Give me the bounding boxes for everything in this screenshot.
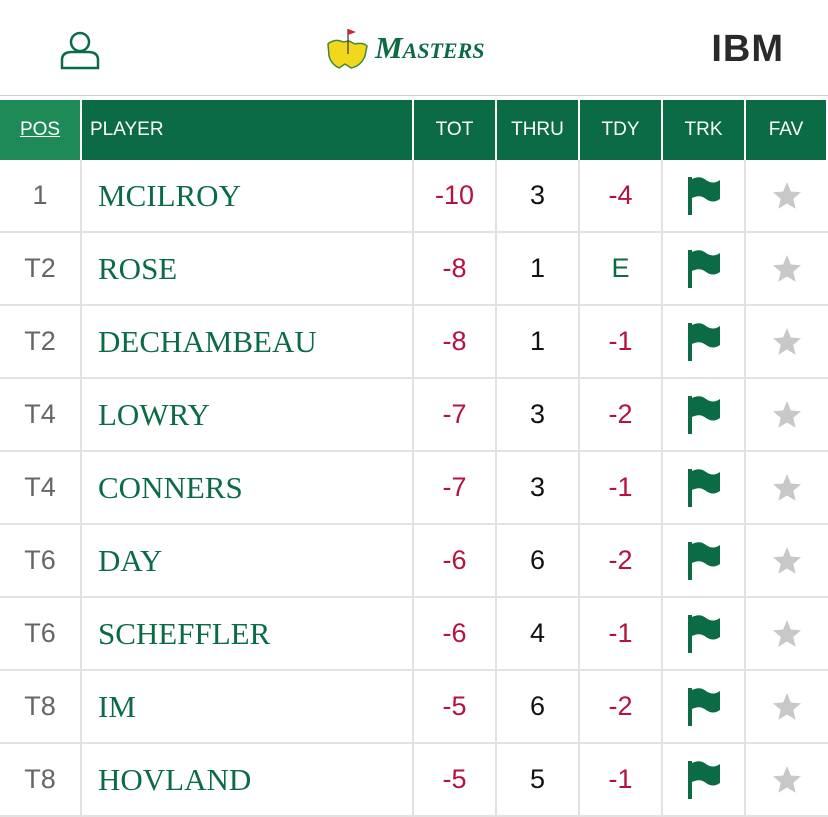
today-score: -2 [580, 525, 663, 598]
track-flag [687, 249, 720, 288]
favorite-button[interactable] [746, 598, 828, 671]
column-header: FAV [746, 100, 828, 160]
position: T6 [0, 598, 82, 671]
track-button[interactable] [663, 452, 746, 525]
fav-star [773, 546, 801, 574]
fav-star [773, 254, 801, 282]
position: T2 [0, 233, 82, 306]
fav-star [773, 400, 801, 428]
track-button[interactable] [663, 306, 746, 379]
favorite-button[interactable] [746, 452, 828, 525]
position: T6 [0, 525, 82, 598]
total-score: -5 [414, 744, 497, 817]
total-score: -6 [414, 598, 497, 671]
player-name[interactable]: CONNERS [82, 452, 414, 525]
favorite-button[interactable] [746, 306, 828, 379]
fav-star [773, 765, 801, 793]
player-name[interactable]: ROSE [82, 233, 414, 306]
total-score: -10 [414, 160, 497, 233]
sponsor-logo: IBM [711, 28, 784, 71]
player-name[interactable]: DAY [82, 525, 414, 598]
track-button[interactable] [663, 233, 746, 306]
track-flag [687, 760, 720, 799]
track-button[interactable] [663, 598, 746, 671]
player-name[interactable]: IM [82, 671, 414, 744]
today-score: -1 [580, 452, 663, 525]
track-button[interactable] [663, 744, 746, 817]
favorite-button[interactable] [746, 671, 828, 744]
fav-star [773, 619, 801, 647]
today-score: -1 [580, 744, 663, 817]
thru: 3 [497, 452, 580, 525]
track-button[interactable] [663, 160, 746, 233]
masters-logo: Masters [325, 26, 485, 70]
player-name[interactable]: MCILROY [82, 160, 414, 233]
favorite-button[interactable] [746, 744, 828, 817]
position: T8 [0, 671, 82, 744]
thru: 6 [497, 525, 580, 598]
player-name[interactable]: LOWRY [82, 379, 414, 452]
position: T2 [0, 306, 82, 379]
fav-star [773, 181, 801, 209]
track-flag [687, 468, 720, 507]
thru: 3 [497, 160, 580, 233]
thru: 3 [497, 379, 580, 452]
thru: 1 [497, 306, 580, 379]
player-name[interactable]: SCHEFFLER [82, 598, 414, 671]
track-flag [687, 541, 720, 580]
column-header[interactable]: POS [0, 100, 82, 160]
fav-star [773, 473, 801, 501]
total-score: -7 [414, 379, 497, 452]
position: 1 [0, 160, 82, 233]
track-button[interactable] [663, 379, 746, 452]
player-name[interactable]: HOVLAND [82, 744, 414, 817]
thru: 5 [497, 744, 580, 817]
total-score: -5 [414, 671, 497, 744]
total-score: -7 [414, 452, 497, 525]
position: T4 [0, 452, 82, 525]
fav-star [773, 692, 801, 720]
position: T8 [0, 744, 82, 817]
logo-map [327, 29, 368, 69]
today-score: -2 [580, 379, 663, 452]
today-score: -2 [580, 671, 663, 744]
player-name[interactable]: DECHAMBEAU [82, 306, 414, 379]
total-score: -8 [414, 233, 497, 306]
thru: 6 [497, 671, 580, 744]
sponsor-text: IBM [711, 28, 784, 70]
column-header: TOT [414, 100, 497, 160]
track-button[interactable] [663, 671, 746, 744]
track-flag [687, 322, 720, 361]
column-header: TDY [580, 100, 663, 160]
today-score: -1 [580, 598, 663, 671]
top-bar: Masters IBM [0, 0, 828, 96]
position: T4 [0, 379, 82, 452]
track-flag [687, 687, 720, 726]
track-flag [687, 176, 720, 215]
today-score: -1 [580, 306, 663, 379]
favorite-button[interactable] [746, 525, 828, 598]
track-flag [687, 395, 720, 434]
total-score: -8 [414, 306, 497, 379]
thru: 1 [497, 233, 580, 306]
favorite-button[interactable] [746, 379, 828, 452]
today-score: -4 [580, 160, 663, 233]
track-button[interactable] [663, 525, 746, 598]
total-score: -6 [414, 525, 497, 598]
favorite-button[interactable] [746, 233, 828, 306]
thru: 4 [497, 598, 580, 671]
fav-star [773, 327, 801, 355]
user-icon[interactable] [60, 30, 100, 70]
today-score: E [580, 233, 663, 306]
column-header: THRU [497, 100, 580, 160]
logo-text: Masters [375, 30, 485, 65]
favorite-button[interactable] [746, 160, 828, 233]
track-flag [687, 614, 720, 653]
column-header: TRK [663, 100, 746, 160]
leaderboard: POS PLAYER TOT THRU TDY TRK FAV 1 MCILROY -10 3 -4 T… [0, 100, 828, 817]
column-header: PLAYER [82, 100, 414, 160]
